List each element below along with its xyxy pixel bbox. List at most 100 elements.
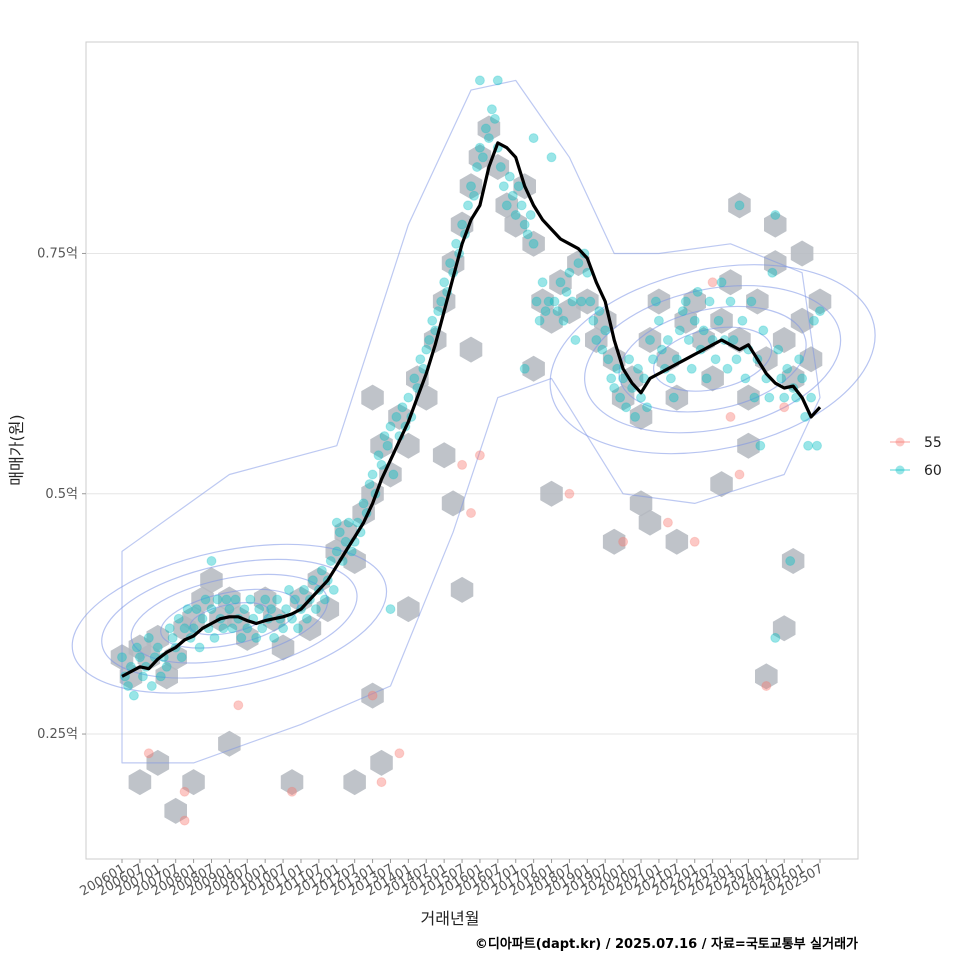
point-series-60 xyxy=(376,459,387,470)
point-series-60 xyxy=(573,258,584,269)
point-series-60 xyxy=(815,306,825,317)
hexbin-cell xyxy=(808,288,832,315)
hexbin-cell xyxy=(764,250,787,277)
point-series-60 xyxy=(131,642,142,653)
point-series-60 xyxy=(585,296,596,307)
point-series-60 xyxy=(155,671,166,682)
point-series-60 xyxy=(477,152,488,163)
point-series-60 xyxy=(636,392,646,403)
point-series-60 xyxy=(480,123,491,134)
point-series-60 xyxy=(301,613,312,624)
point-series-60 xyxy=(668,392,679,403)
hexbin-cell xyxy=(307,567,331,594)
point-series-60 xyxy=(809,315,819,326)
legend-label: 60 xyxy=(924,463,942,479)
point-series-60 xyxy=(728,335,739,345)
point-series-60 xyxy=(385,421,396,432)
point-series-60 xyxy=(722,363,733,374)
point-series-60 xyxy=(558,315,569,326)
point-series-60 xyxy=(528,238,539,249)
hexbin-cell xyxy=(164,797,187,824)
y-tick-label: 0.75억 xyxy=(37,246,78,261)
point-series-60 xyxy=(650,296,661,307)
point-series-60 xyxy=(146,681,157,691)
point-series-60 xyxy=(331,517,342,528)
point-series-60 xyxy=(770,210,781,220)
point-series-60 xyxy=(758,325,769,336)
point-series-60 xyxy=(764,392,775,403)
legend-label: 55 xyxy=(924,435,942,451)
point-series-60 xyxy=(483,133,494,144)
hexbin-cell xyxy=(701,365,724,392)
point-series-60 xyxy=(674,325,685,336)
point-series-60 xyxy=(656,344,667,355)
point-series-60 xyxy=(445,258,456,269)
point-series-60 xyxy=(379,431,390,442)
point-series-60 xyxy=(803,440,814,451)
hexbin-cell xyxy=(155,663,178,690)
hexbin-cell xyxy=(549,269,572,296)
hexbin-cell xyxy=(361,682,384,709)
hexbin-cell xyxy=(200,567,223,594)
hexbin-cell xyxy=(576,288,599,315)
density-contour xyxy=(584,284,842,434)
hexbin-cell xyxy=(379,461,402,488)
hexbin-cell xyxy=(441,490,465,517)
point-series-60 xyxy=(310,604,321,615)
point-series-60 xyxy=(516,200,527,211)
point-series-60 xyxy=(224,604,235,615)
hexbin-cell xyxy=(522,355,545,382)
point-series-60 xyxy=(227,623,238,634)
point-series-60 xyxy=(161,661,172,672)
point-series-60 xyxy=(561,286,572,297)
point-series-60 xyxy=(797,373,808,384)
point-series-60 xyxy=(528,133,539,144)
point-series-60 xyxy=(427,315,438,326)
point-series-60 xyxy=(176,652,187,663)
point-series-60 xyxy=(272,594,283,605)
hexbin-cell xyxy=(236,624,259,651)
point-series-60 xyxy=(498,181,509,192)
point-series-60 xyxy=(164,623,175,634)
point-series-60 xyxy=(316,565,327,576)
point-series-60 xyxy=(725,296,736,307)
point-series-60 xyxy=(364,479,375,490)
point-series-60 xyxy=(334,527,345,538)
point-series-60 xyxy=(319,594,330,605)
hexbin-cell xyxy=(531,288,554,315)
point-series-60 xyxy=(624,354,635,365)
hexbin-cell xyxy=(665,528,689,555)
point-series-60 xyxy=(564,267,575,278)
point-series-60 xyxy=(191,604,202,615)
hexbin-cell xyxy=(146,624,170,651)
point-series-55 xyxy=(466,508,476,518)
hexbin-cell xyxy=(432,442,456,469)
point-series-60 xyxy=(746,296,757,307)
point-series-60 xyxy=(606,373,617,384)
point-series-60 xyxy=(367,469,378,480)
point-series-60 xyxy=(770,632,781,643)
point-series-60 xyxy=(188,623,199,634)
point-series-60 xyxy=(331,546,342,557)
point-series-60 xyxy=(343,517,354,528)
point-series-60 xyxy=(794,354,805,365)
hexbin-cell xyxy=(343,548,366,574)
point-series-60 xyxy=(704,296,715,307)
hexbin-cell xyxy=(755,663,778,690)
hexbin-cell xyxy=(737,384,760,411)
hexbin-cell xyxy=(764,211,787,238)
hexbin-cell xyxy=(388,403,411,430)
point-series-60 xyxy=(251,632,262,643)
point-series-60 xyxy=(194,642,205,653)
hexbin-cell xyxy=(522,230,545,257)
hexbin-cell xyxy=(719,269,742,296)
density-contour xyxy=(189,602,270,636)
point-series-60 xyxy=(433,306,444,317)
gridlines xyxy=(86,252,858,735)
hexbin-cell xyxy=(710,471,733,498)
point-series-60 xyxy=(206,556,217,566)
hexbin-cell xyxy=(772,327,796,353)
point-series-60 xyxy=(451,238,462,249)
point-series-60 xyxy=(489,113,500,124)
point-series-60 xyxy=(463,200,473,211)
